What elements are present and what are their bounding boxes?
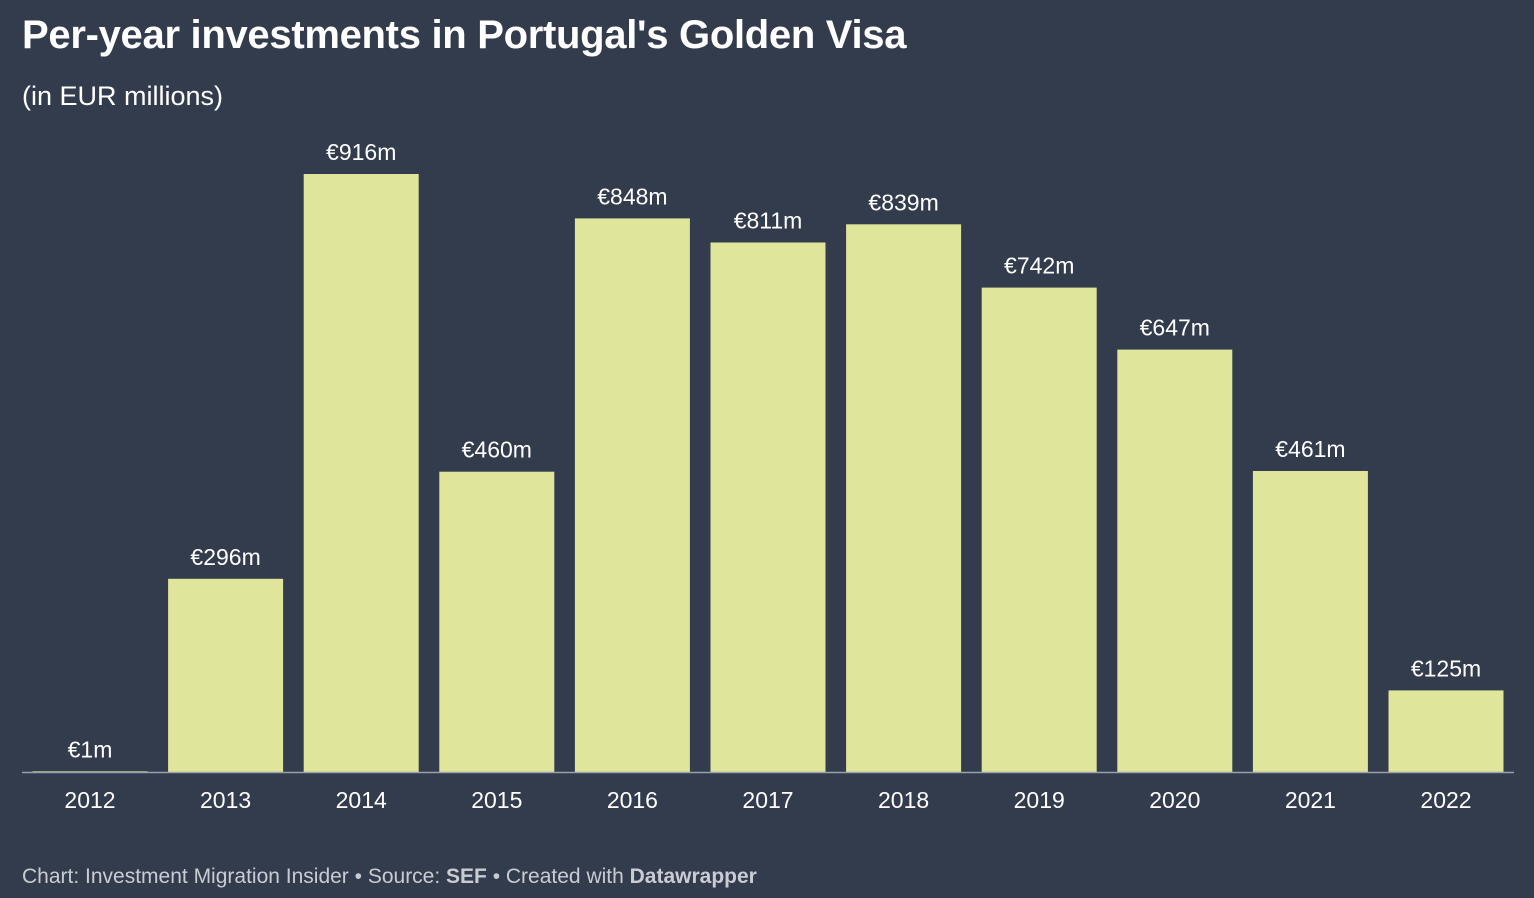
chart-title: Per-year investments in Portugal's Golde… <box>22 13 907 57</box>
x-tick-label-2015: 2015 <box>471 787 522 813</box>
x-tick-label-2017: 2017 <box>742 787 793 813</box>
footer-tool: Datawrapper <box>629 865 757 888</box>
bar-2020 <box>1117 349 1233 772</box>
footer-created-with: • Created with <box>486 865 630 888</box>
bar-2014 <box>303 174 419 772</box>
chart-footer: Chart: Investment Migration Insider • So… <box>22 862 757 892</box>
bar-2018 <box>846 224 962 773</box>
value-label-2015: €460m <box>462 437 532 463</box>
x-tick-label-2022: 2022 <box>1420 787 1471 813</box>
value-label-2018: €839m <box>868 189 938 215</box>
bar-2019 <box>981 287 1097 772</box>
x-tick-label-2018: 2018 <box>878 787 929 813</box>
value-label-2012: €1m <box>68 736 113 762</box>
bar-2017 <box>710 242 826 772</box>
x-tick-label-2012: 2012 <box>64 787 115 813</box>
bar-2016 <box>574 218 690 772</box>
value-label-2013: €296m <box>190 544 260 570</box>
value-label-2021: €461m <box>1275 436 1345 462</box>
x-tick-label-2019: 2019 <box>1014 787 1065 813</box>
bar-2012 <box>32 771 148 772</box>
value-label-2014: €916m <box>326 139 396 165</box>
chart-subtitle: (in EUR millions) <box>22 81 224 111</box>
footer-source: SEF <box>446 865 487 888</box>
x-tick-label-2016: 2016 <box>607 787 658 813</box>
footer-credit: Chart: Investment Migration Insider • So… <box>22 865 447 888</box>
value-label-2020: €647m <box>1140 315 1210 341</box>
value-label-2017: €811m <box>734 208 803 234</box>
x-tick-label-2020: 2020 <box>1149 787 1200 813</box>
value-label-2019: €742m <box>1004 253 1074 279</box>
x-tick-label-2013: 2013 <box>200 787 251 813</box>
bar-2021 <box>1252 471 1368 772</box>
value-label-2016: €848m <box>597 183 667 209</box>
value-label-2022: €125m <box>1411 655 1481 681</box>
bar-2015 <box>439 471 555 772</box>
bar-2022 <box>1388 690 1504 772</box>
bar-2013 <box>168 578 284 772</box>
x-tick-label-2021: 2021 <box>1285 787 1336 813</box>
x-tick-label-2014: 2014 <box>336 787 387 813</box>
